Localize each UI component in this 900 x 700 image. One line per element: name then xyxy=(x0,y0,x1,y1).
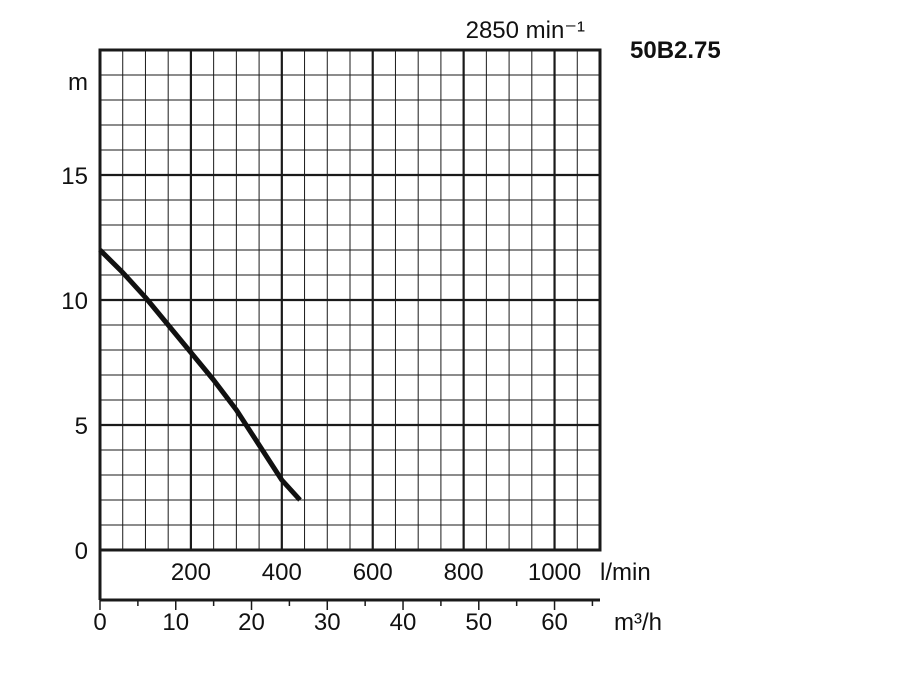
x-m3h-tick-label: 30 xyxy=(314,609,341,636)
y-tick-label: 15 xyxy=(61,163,88,190)
curve-layer xyxy=(98,248,302,502)
x-lmin-tick-label: 800 xyxy=(444,559,484,586)
plot-border xyxy=(98,48,602,552)
x-axis-lmin-ticks: 200 400 600 800 1000 xyxy=(171,559,581,586)
x-m3h-tick-label: 10 xyxy=(162,609,189,636)
x-axis-lmin-unit: l/min xyxy=(600,559,651,586)
model-label: 50B2.75 xyxy=(630,37,721,64)
major-grid xyxy=(100,50,600,550)
x-m3h-tick-label: 0 xyxy=(93,609,106,636)
x-axis-m3h-unit: m³/h xyxy=(614,609,662,636)
x-m3h-tick-label: 20 xyxy=(238,609,265,636)
y-tick-label: 5 xyxy=(75,413,88,440)
x-lmin-tick-label: 200 xyxy=(171,559,211,586)
y-axis-ticks: 0 5 10 15 xyxy=(61,163,88,565)
x-axis-m3h-ticks: 0 10 20 30 40 50 60 xyxy=(93,600,594,636)
x-m3h-tick-label: 50 xyxy=(465,609,492,636)
x-m3h-tick-label: 60 xyxy=(541,609,568,636)
y-axis-label: m xyxy=(68,69,88,96)
speed-label: 2850 min⁻¹ xyxy=(466,17,585,44)
pump-curve-line xyxy=(98,248,302,502)
x-lmin-tick-label: 1000 xyxy=(528,559,581,586)
y-tick-label: 10 xyxy=(61,288,88,315)
x-lmin-tick-label: 600 xyxy=(353,559,393,586)
x-m3h-tick-label: 40 xyxy=(390,609,417,636)
x-lmin-tick-label: 400 xyxy=(262,559,302,586)
y-tick-label: 0 xyxy=(75,538,88,565)
